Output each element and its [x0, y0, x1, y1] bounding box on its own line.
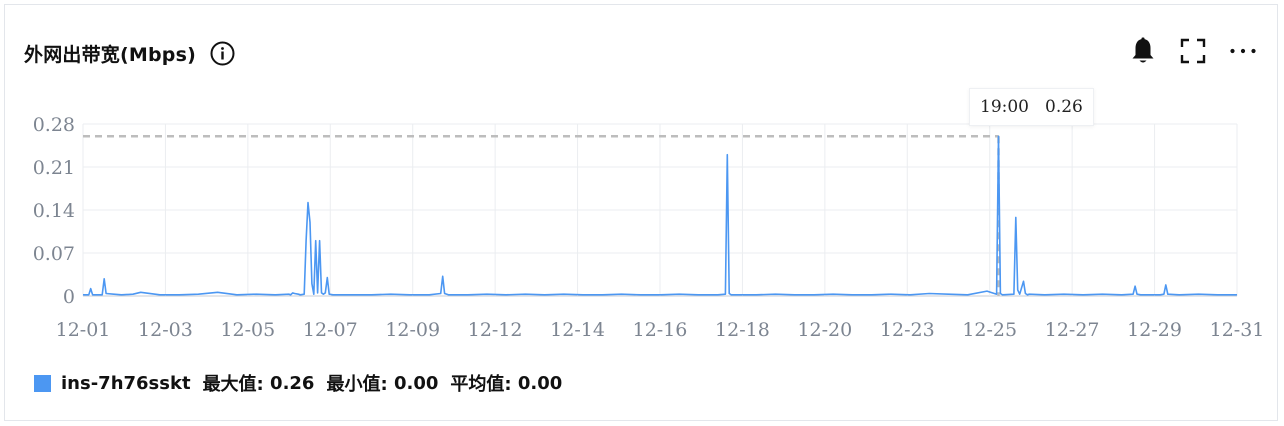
panel-title: 外网出带宽(Mbps) [24, 43, 196, 66]
y-tick-label: 0.21 [33, 157, 75, 179]
x-axis-ticks: 12-01 12-03 12-05 12-07 12-09 12-12 12-14 12-16… [56, 319, 1265, 341]
x-tick-label: 12-20 [797, 319, 852, 341]
x-tick-label: 12-03 [138, 319, 193, 341]
legend-min-value: 0.00 [393, 372, 439, 394]
series-line [83, 135, 1237, 296]
x-tick-label: 12-12 [468, 319, 523, 341]
chart-tooltip: 19:00 0.26 [969, 88, 1094, 126]
y-tick-label: 0.28 [33, 114, 75, 136]
chart-grid [82, 123, 1238, 297]
tooltip-time: 19:00 [980, 97, 1029, 117]
chart-panel: 外网出带宽(Mbps) [4, 4, 1278, 421]
bell-icon[interactable] [1129, 37, 1157, 65]
x-tick-label: 12-01 [56, 319, 111, 341]
x-tick-label: 12-18 [715, 319, 770, 341]
legend-max-value: 0.26 [270, 372, 315, 394]
x-tick-label: 12-25 [962, 319, 1017, 341]
tooltip-value: 0.26 [1045, 97, 1083, 117]
panel-header: 外网出带宽(Mbps) [24, 37, 235, 69]
more-icon[interactable] [1229, 37, 1257, 65]
series-lines [83, 135, 1237, 296]
x-tick-label: 12-16 [633, 319, 688, 341]
legend-avg-value: 0.00 [517, 372, 563, 394]
legend-swatch[interactable] [34, 374, 51, 392]
y-axis-ticks: 0 0.07 0.14 0.21 0.28 [33, 114, 75, 308]
x-tick-label: 12-09 [385, 319, 440, 341]
x-tick-label: 12-27 [1045, 319, 1100, 341]
info-circle-icon[interactable] [210, 41, 235, 66]
y-tick-label: 0.14 [33, 200, 75, 222]
legend-max-label: 最大值: [202, 374, 264, 395]
legend-avg-label: 平均值: [450, 374, 512, 395]
y-tick-label: 0 [63, 286, 75, 308]
legend-min-label: 最小值: [326, 374, 388, 395]
x-tick-label: 12-05 [220, 319, 275, 341]
x-tick-label: 12-14 [550, 319, 605, 341]
x-tick-label: 12-31 [1210, 319, 1265, 341]
chart-legend: ins-7h76sskt 最大值: 0.26 最小值: 0.00 平均值: 0.… [34, 370, 562, 396]
fullscreen-icon[interactable] [1179, 37, 1207, 65]
x-tick-label: 12-23 [880, 319, 935, 341]
x-tick-label: 12-07 [303, 319, 358, 341]
y-tick-label: 0.07 [33, 243, 75, 265]
panel-actions [1129, 37, 1257, 65]
x-tick-label: 12-29 [1127, 319, 1182, 341]
reference-line [83, 135, 1000, 296]
legend-series-name[interactable]: ins-7h76sskt [61, 372, 191, 394]
